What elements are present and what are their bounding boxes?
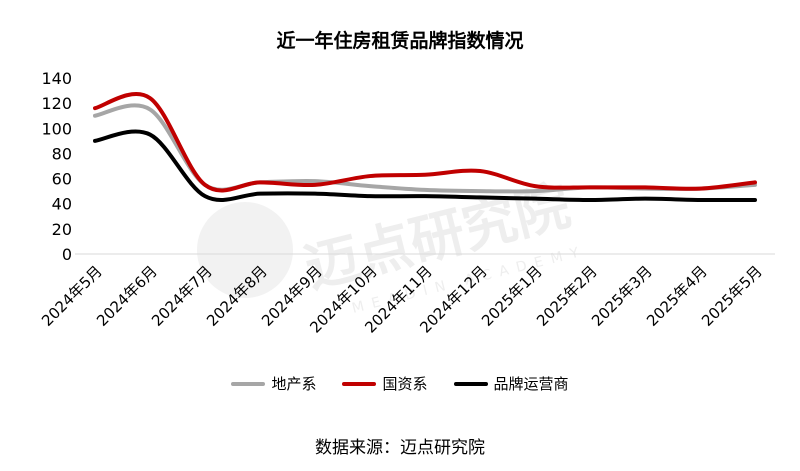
series-line-0 [93,103,757,194]
y-tick-label: 20 [52,220,72,239]
y-tick-label: 140 [41,69,72,88]
legend-item-pinpai: 品牌运营商 [453,373,569,394]
data-source-note: 数据来源：迈点研究院 [315,438,485,458]
legend-label-guozixi: 国资系 [382,375,428,393]
y-tick-label: 100 [41,119,72,138]
y-tick-label: 40 [52,195,72,214]
chart-legend: 地产系 国资系 品牌运营商 [0,373,800,394]
legend-label-dichanxi: 地产系 [271,375,317,393]
chart-title: 近一年住房租赁品牌指数情况 [276,30,524,52]
legend-swatch-pinpai [453,381,488,386]
x-tick-label: 2025年5月 [698,262,766,330]
legend-label-pinpai: 品牌运营商 [493,375,569,393]
y-tick-label: 0 [62,245,72,264]
y-tick-label: 120 [41,94,72,113]
legend-swatch-dichanxi [231,381,266,386]
legend-swatch-guozixi [342,381,377,386]
y-tick-label: 80 [52,144,72,163]
y-tick-label: 60 [52,170,72,189]
legend-item-dichanxi: 地产系 [231,373,316,394]
legend-item-guozixi: 国资系 [342,373,428,394]
series-line-2 [93,129,757,203]
series-line-1 [93,92,757,193]
